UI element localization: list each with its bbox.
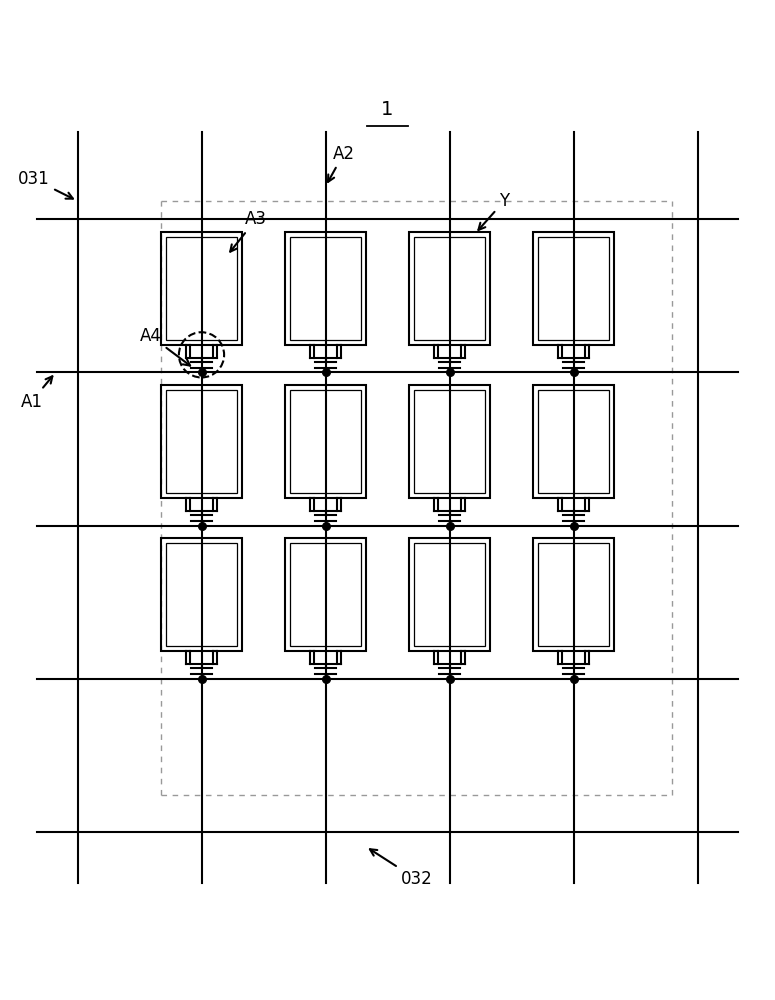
Bar xyxy=(409,385,490,498)
Text: 1: 1 xyxy=(381,100,394,119)
Bar xyxy=(161,232,242,345)
Bar xyxy=(285,385,366,498)
Bar xyxy=(539,237,608,340)
Text: 031: 031 xyxy=(18,170,73,199)
Text: Y: Y xyxy=(478,192,509,230)
Bar xyxy=(285,538,366,651)
Bar xyxy=(415,543,484,646)
Text: A1: A1 xyxy=(21,376,53,411)
Bar xyxy=(533,385,614,498)
Text: A3: A3 xyxy=(230,210,267,252)
Text: A4: A4 xyxy=(140,327,190,366)
Bar xyxy=(533,538,614,651)
Bar xyxy=(409,232,490,345)
Bar xyxy=(161,538,242,651)
Bar xyxy=(291,237,360,340)
Bar xyxy=(285,232,366,345)
Bar xyxy=(167,543,236,646)
Bar xyxy=(167,390,236,493)
Bar xyxy=(533,232,614,345)
Bar xyxy=(291,390,360,493)
Bar xyxy=(167,237,236,340)
Bar xyxy=(539,543,608,646)
Bar xyxy=(415,237,484,340)
Text: 032: 032 xyxy=(370,849,432,888)
Bar xyxy=(291,543,360,646)
Bar xyxy=(161,385,242,498)
Bar xyxy=(409,538,490,651)
Text: A2: A2 xyxy=(328,145,355,182)
Bar xyxy=(415,390,484,493)
Bar xyxy=(539,390,608,493)
